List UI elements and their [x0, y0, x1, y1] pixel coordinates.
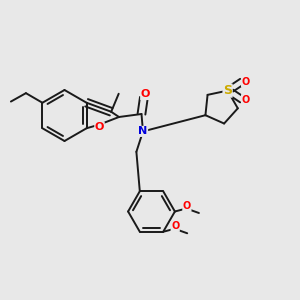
- Text: S: S: [223, 84, 232, 97]
- Text: O: O: [183, 201, 191, 211]
- Text: N: N: [138, 126, 148, 136]
- Text: O: O: [242, 94, 250, 105]
- Text: O: O: [171, 221, 179, 231]
- Text: O: O: [95, 122, 104, 132]
- Text: O: O: [141, 89, 150, 100]
- Text: O: O: [242, 76, 250, 87]
